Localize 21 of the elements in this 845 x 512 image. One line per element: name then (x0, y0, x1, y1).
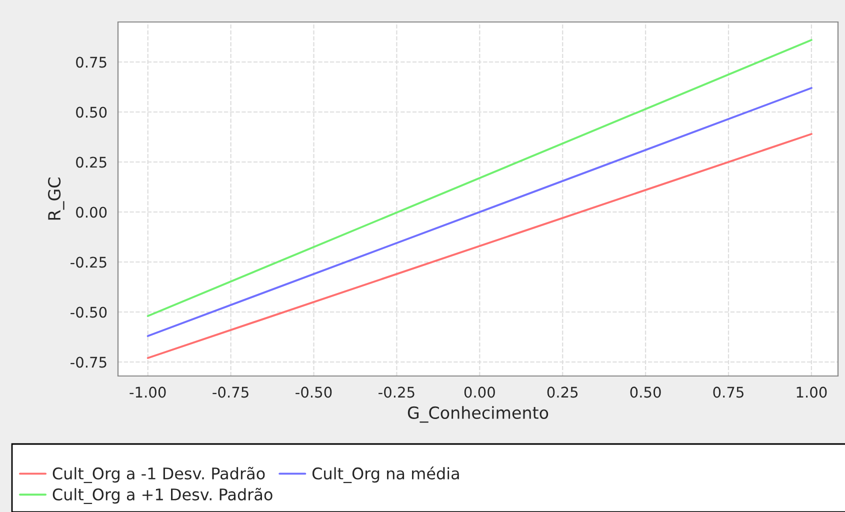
x-tick-label: -0.75 (212, 386, 248, 398)
y-tick-label: 0.25 (76, 156, 106, 168)
y-axis-title: R_GC (48, 178, 64, 220)
x-tick-label: 0.25 (547, 386, 578, 398)
x-tick-label: 1.00 (796, 386, 827, 398)
legend-label: Cult_Org a -1 Desv. Padrão (52, 466, 265, 484)
x-tick-label: 0.75 (713, 386, 744, 398)
x-axis-title: G_Conhecimento (408, 406, 548, 423)
y-tick-label: 0.50 (76, 106, 107, 118)
legend-label: Cult_Org na média (312, 466, 459, 484)
y-tick-label: 0.00 (76, 206, 107, 218)
y-tick-label: -0.75 (70, 356, 106, 368)
legend-label: Cult_Org a +1 Desv. Padrão (52, 488, 272, 504)
x-tick-label: 0.50 (630, 386, 661, 398)
x-tick-label: -0.25 (378, 386, 414, 398)
y-tick-label: -0.25 (70, 256, 106, 268)
x-tick-label: 0.00 (464, 386, 495, 398)
y-tick-label: -0.50 (70, 306, 107, 318)
x-tick-label: -0.50 (296, 386, 332, 398)
y-tick-label: 0.75 (76, 56, 106, 68)
x-tick-label: -1.00 (130, 386, 166, 398)
